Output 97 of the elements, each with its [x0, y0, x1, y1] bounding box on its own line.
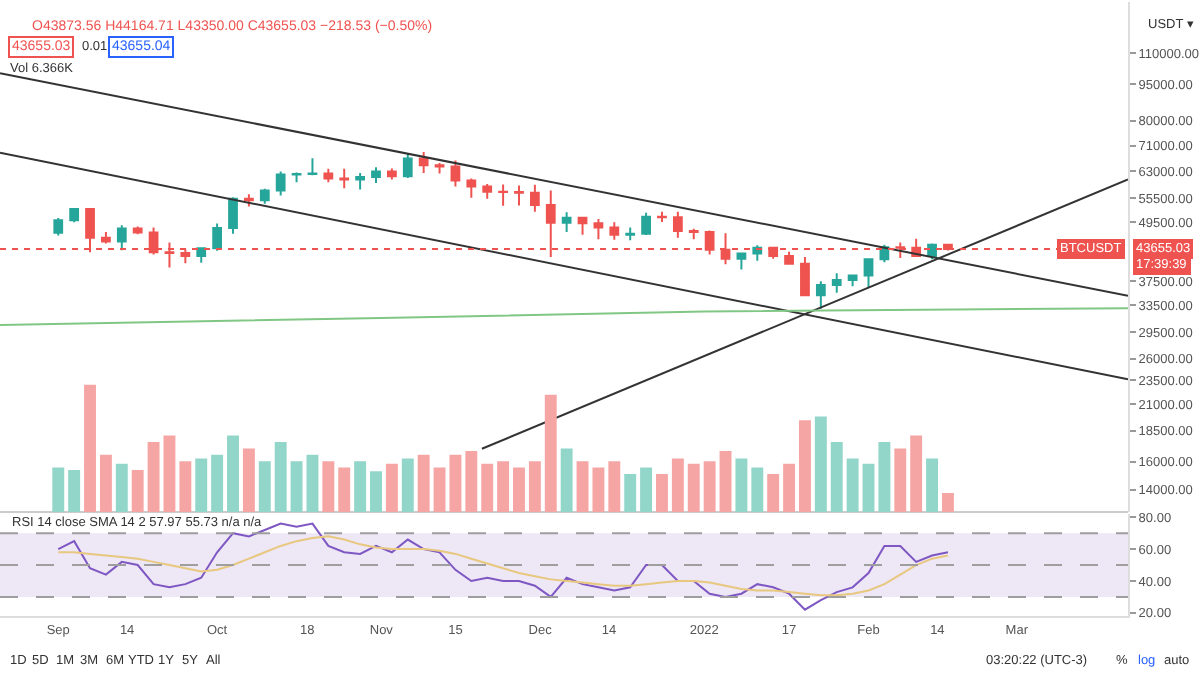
candlestick [259, 187, 270, 205]
bar [814, 416, 827, 513]
bar [560, 448, 573, 513]
candlestick [736, 252, 747, 271]
bar [481, 463, 494, 513]
bar [68, 470, 81, 513]
bar [195, 458, 208, 513]
candlestick [339, 167, 350, 190]
bar [465, 450, 478, 513]
bar [735, 458, 748, 513]
bar [52, 467, 65, 513]
candlestick [577, 215, 588, 236]
candlestick [800, 256, 810, 298]
bar [179, 461, 192, 513]
bar [497, 461, 510, 513]
bar [719, 450, 732, 513]
candlestick [831, 272, 842, 294]
candlestick [514, 184, 524, 207]
candlestick [101, 230, 111, 245]
bar [385, 463, 398, 513]
bar [783, 463, 796, 513]
candlestick [371, 166, 381, 184]
bar [513, 467, 525, 513]
bar [354, 461, 367, 513]
candlestick [116, 224, 127, 252]
candlestick [244, 193, 254, 208]
candlestick [53, 217, 64, 237]
candlestick [784, 250, 794, 266]
bar [131, 470, 144, 513]
candlestick [132, 225, 143, 236]
candlestick [625, 226, 636, 242]
candlestick [434, 161, 445, 175]
candlestick [212, 222, 223, 252]
bar [227, 435, 239, 513]
bar [338, 467, 351, 513]
candlestick [355, 171, 365, 191]
candlestick [228, 196, 238, 235]
candlestick [593, 217, 604, 241]
candlestick [275, 170, 286, 197]
bar [751, 467, 764, 513]
candlestick [529, 183, 540, 213]
candlestick [466, 177, 477, 199]
bar [211, 454, 224, 513]
bar [147, 442, 160, 513]
bar [941, 493, 954, 513]
bar [370, 471, 382, 513]
candlestick [482, 183, 493, 200]
line-series [57, 535, 949, 597]
bar [624, 473, 637, 513]
bar [258, 461, 271, 513]
candlestick [69, 207, 80, 224]
bar [608, 461, 621, 513]
bar [640, 467, 653, 513]
candlestick [323, 167, 334, 184]
bar [703, 461, 716, 513]
bar [687, 463, 700, 513]
bar [846, 458, 859, 513]
bar [290, 461, 303, 513]
candlestick [450, 159, 461, 188]
bar [322, 461, 335, 513]
bar [274, 442, 287, 513]
candlestick [609, 221, 620, 241]
bar [656, 473, 668, 513]
bar [417, 454, 430, 513]
candlestick [498, 183, 508, 207]
candlestick [863, 257, 874, 290]
bar [99, 454, 112, 513]
bar [163, 435, 176, 513]
bar [242, 448, 255, 513]
bar [84, 384, 96, 513]
bar [830, 442, 843, 513]
bar [115, 463, 128, 513]
candlestick [688, 227, 699, 241]
bar [544, 394, 557, 513]
candlestick [291, 171, 302, 184]
bar [926, 458, 939, 513]
bar [910, 435, 923, 513]
candlestick [672, 210, 683, 239]
bar [528, 461, 541, 513]
bar [862, 463, 875, 513]
bar [671, 458, 684, 513]
candlestick [196, 246, 207, 264]
candlestick [657, 210, 667, 223]
line-series [0, 307, 1128, 326]
bar [401, 458, 414, 513]
bar [767, 473, 780, 513]
bar [306, 454, 319, 513]
candlestick [418, 150, 429, 174]
candlestick [641, 211, 651, 237]
candlestick [307, 157, 318, 177]
candlestick [402, 152, 413, 180]
candlestick [847, 273, 858, 288]
bar [878, 442, 891, 513]
bar [799, 420, 811, 513]
candlestick [561, 211, 572, 233]
bar [894, 448, 907, 513]
candlestick [815, 280, 826, 310]
